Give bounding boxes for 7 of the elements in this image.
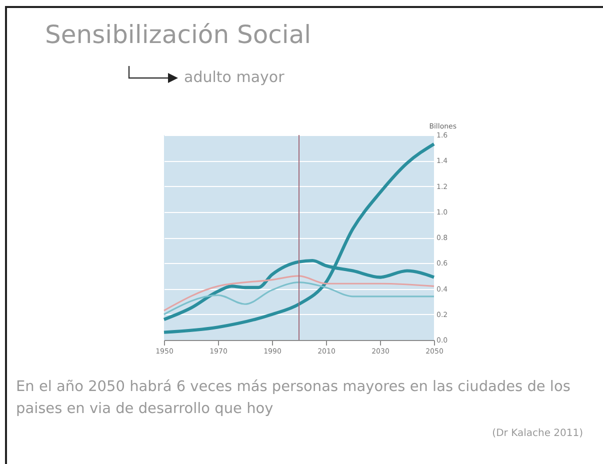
text: En el año 2050 habrá 6 veces más personas mayores en las ciudades de los paises en via de desarrollo que hoy [16, 378, 572, 419]
line-series [163, 282, 435, 316]
chart-title: Sensibilización Social [45, 20, 312, 49]
line-series [163, 275, 435, 312]
chart-subtitle: adulto mayor [184, 68, 284, 86]
line-series [162, 142, 436, 334]
text: (Dr Kalache 2011) [492, 428, 583, 439]
